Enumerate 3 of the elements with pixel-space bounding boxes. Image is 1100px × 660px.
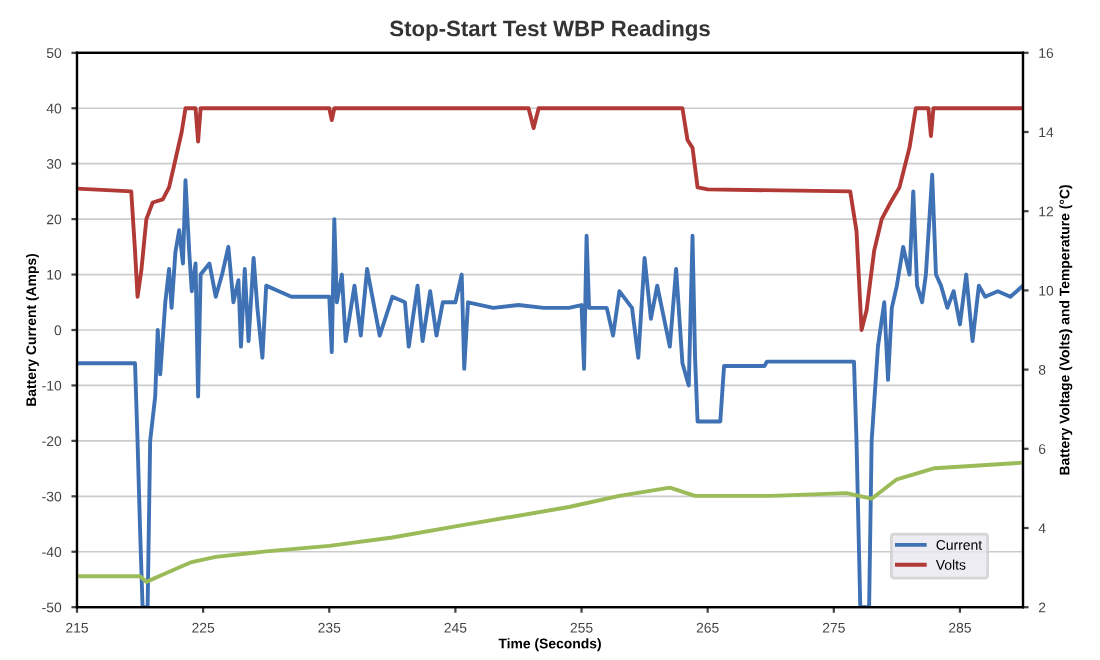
line-series — [77, 106, 1023, 332]
chart-title: Stop-Start Test WBP Readings — [389, 20, 710, 41]
line-series — [77, 460, 1023, 584]
